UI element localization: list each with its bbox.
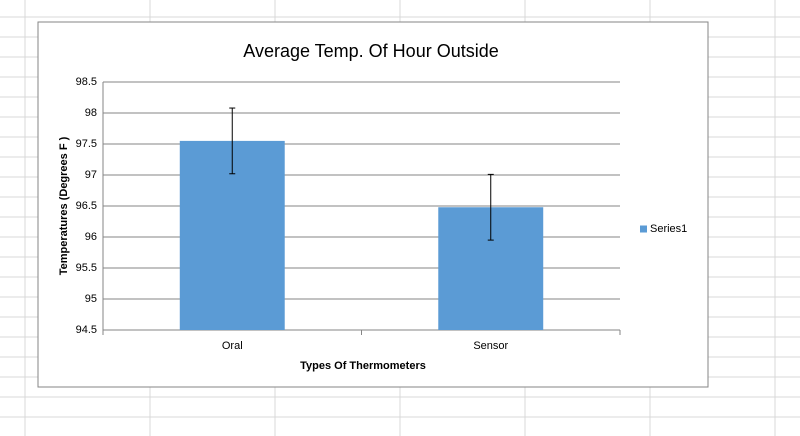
y-tick-label: 97 — [85, 169, 97, 181]
y-tick-label: 95.5 — [76, 262, 97, 274]
x-tick-label: Sensor — [473, 340, 508, 352]
y-tick-label: 94.5 — [76, 324, 97, 336]
y-axis-label: Temperatures (Degrees F ) — [58, 136, 70, 275]
y-tick-label: 97.5 — [76, 138, 97, 150]
chart-area — [37, 21, 709, 388]
y-tick-label: 98 — [85, 107, 97, 119]
y-tick-label: 95 — [85, 293, 97, 305]
x-tick-label: Oral — [222, 340, 243, 352]
y-tick-label: 96 — [85, 231, 97, 243]
y-tick-label: 98.5 — [76, 76, 97, 88]
plot: 94.5 95 95.5 96 96.5 97 97.5 98 98.5 Oral Sensor Se… — [76, 76, 688, 352]
legend-label: Series1 — [650, 223, 687, 235]
chart-title: Average Temp. Of Hour Outside — [243, 41, 498, 61]
y-tick-label: 96.5 — [76, 200, 97, 212]
legend-swatch — [640, 225, 647, 233]
x-axis-label: Types Of Thermometers — [300, 360, 426, 372]
